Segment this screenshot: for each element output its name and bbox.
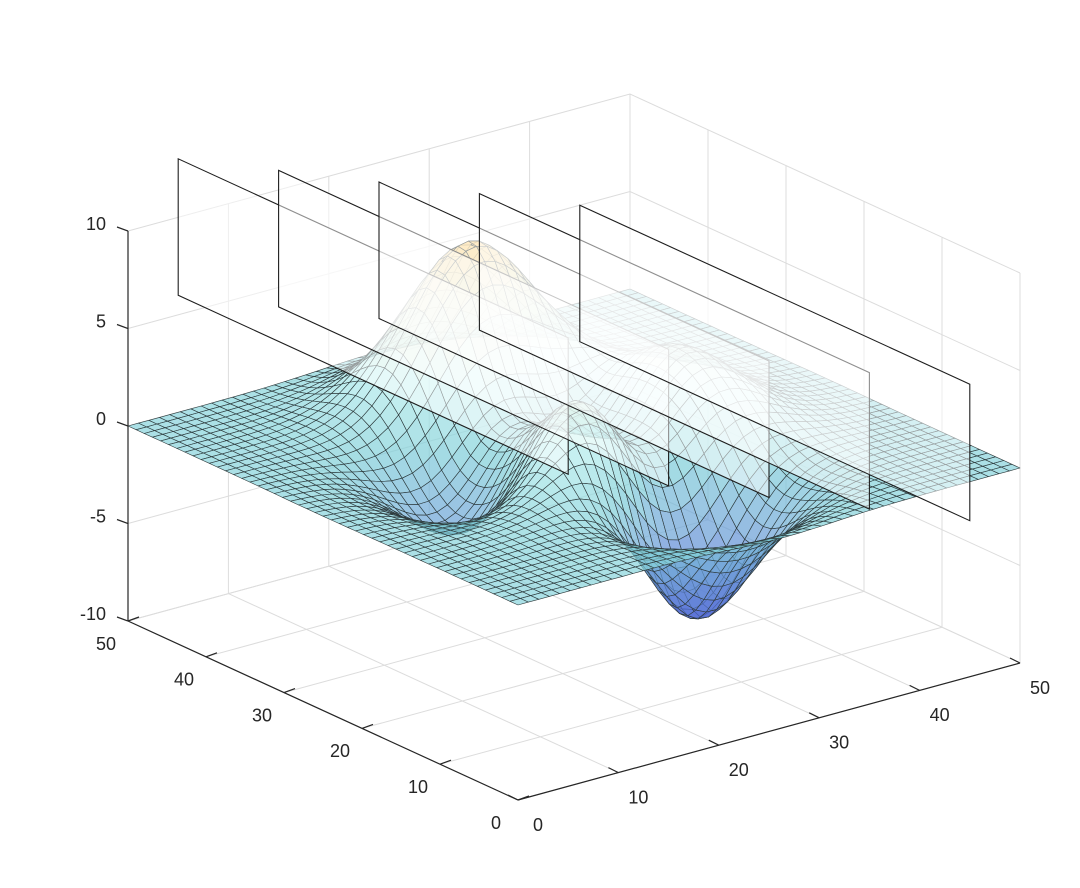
- z-tick: [116, 421, 129, 427]
- y-tick-label: 30: [252, 705, 272, 725]
- x-tick: [608, 767, 619, 774]
- y-tick: [205, 652, 218, 658]
- z-tick-label: -10: [80, 604, 106, 624]
- x-tick: [507, 794, 519, 801]
- tick-labels: 0 10 20 30 40 50 0 10 20 30 40 50 -10 -5 0 5 10: [80, 214, 1050, 835]
- y-tick: [439, 759, 452, 765]
- x-tick: [708, 739, 720, 746]
- x-tick-label: 0: [533, 815, 543, 835]
- y-tick-label: 0: [491, 813, 501, 833]
- z-tick: [116, 226, 129, 232]
- x-axis-line: [517, 662, 1021, 801]
- y-tick: [361, 723, 374, 729]
- y-tick: [283, 688, 296, 694]
- z-tick-label: 0: [96, 409, 106, 429]
- x-tick: [909, 684, 920, 691]
- z-tick-label: -5: [90, 506, 106, 526]
- y-tick-label: 20: [330, 741, 350, 761]
- y-tick-label: 40: [174, 670, 194, 690]
- slice-plane: [579, 204, 971, 522]
- z-tick: [116, 616, 129, 622]
- x-tick-label: 40: [930, 705, 950, 725]
- x-tick: [808, 712, 820, 719]
- z-tick: [116, 323, 129, 330]
- z-tick-label: 5: [96, 311, 106, 331]
- z-tick-label: 10: [86, 214, 106, 234]
- x-tick: [1009, 657, 1021, 664]
- y-tick: [127, 616, 140, 622]
- x-tick-label: 10: [628, 787, 648, 807]
- y-tick-label: 10: [408, 777, 428, 797]
- surface-patch: [1001, 463, 1021, 472]
- x-tick-label: 20: [729, 760, 749, 780]
- y-tick-label: 50: [96, 634, 116, 654]
- y-axis-line: [127, 620, 519, 801]
- x-tick-label: 50: [1030, 678, 1050, 698]
- y-tick: [517, 795, 530, 801]
- x-tick-label: 30: [829, 733, 849, 753]
- axes: [116, 226, 1021, 801]
- slice-planes: [177, 157, 971, 522]
- z-tick: [116, 518, 129, 525]
